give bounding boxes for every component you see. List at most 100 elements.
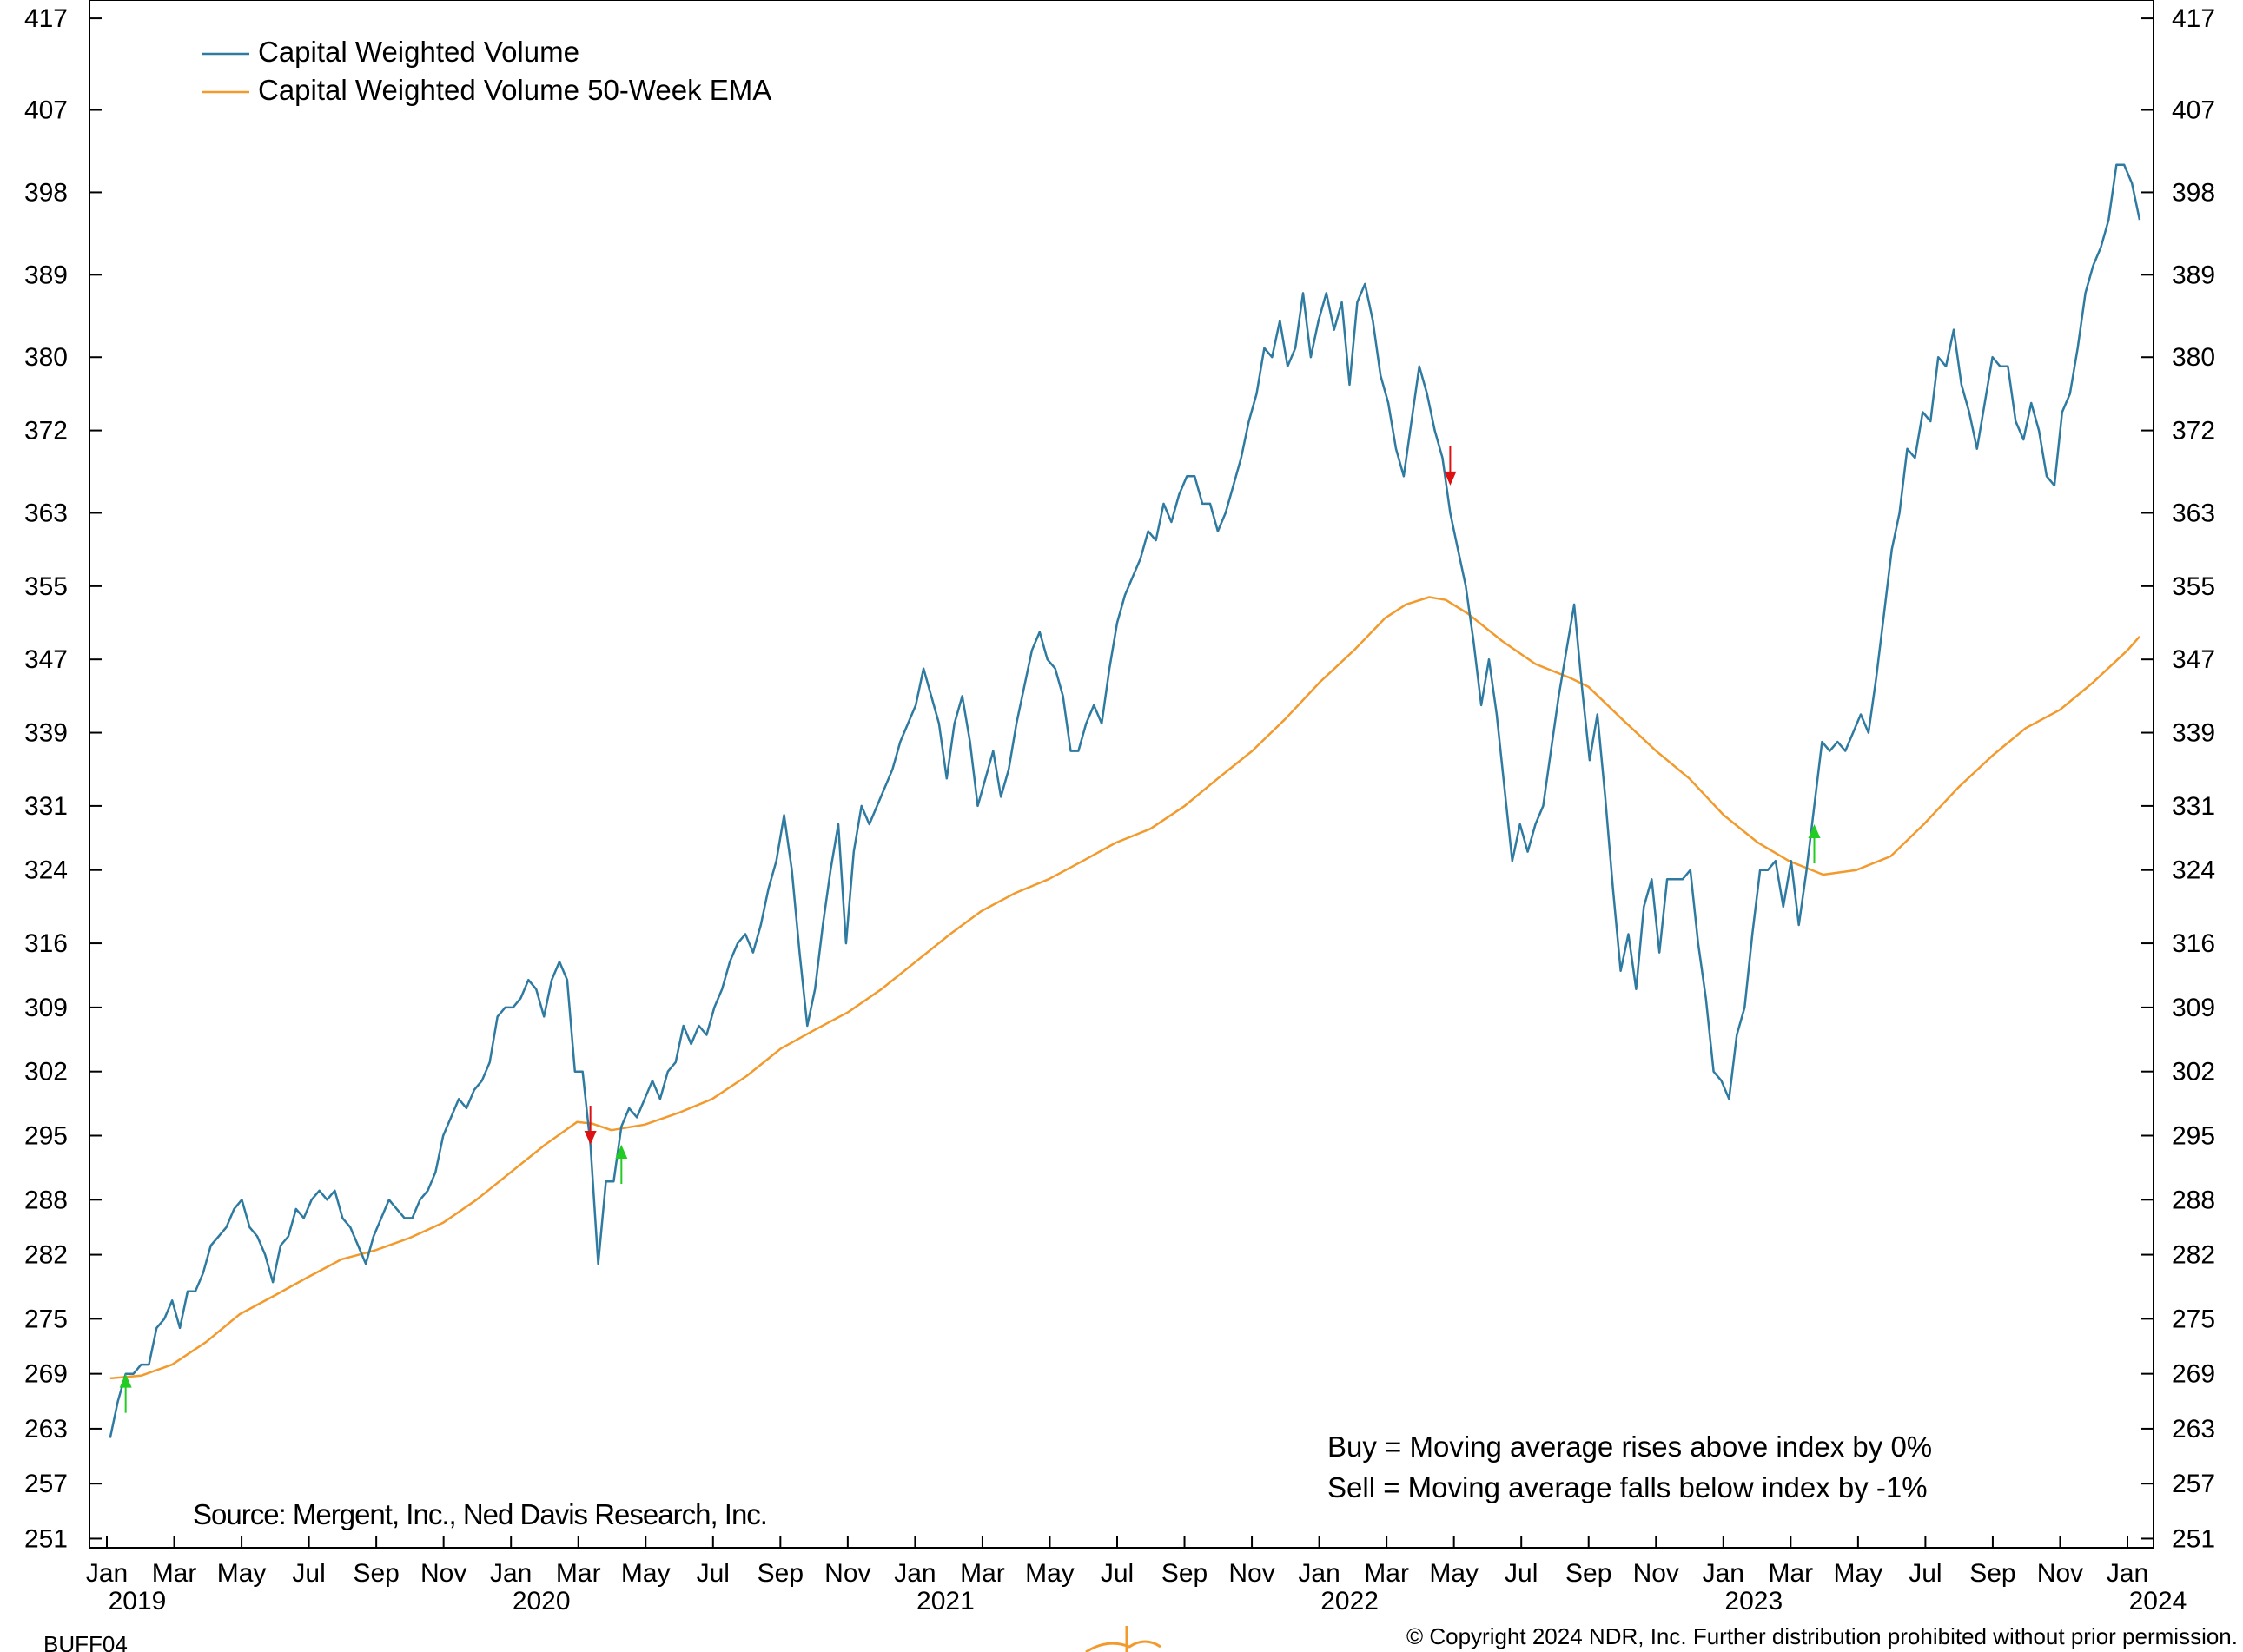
x-tick-label: May xyxy=(1429,1559,1479,1588)
y-tick-label-right: 407 xyxy=(2172,96,2215,125)
y-tick-label-left: 295 xyxy=(24,1122,68,1151)
y-tick-label-left: 309 xyxy=(24,994,68,1022)
y-tick-label-left: 282 xyxy=(24,1241,68,1270)
x-tick-label: May xyxy=(1834,1559,1883,1588)
x-year-label: 2023 xyxy=(1724,1587,1783,1616)
x-tick-label: Jul xyxy=(1505,1559,1538,1588)
y-axis-right: 417 407 398 389 380 372 363 355 347 339 331 324 316 3… xyxy=(2141,4,2215,1553)
y-tick-label-right: 372 xyxy=(2172,417,2215,446)
x-tick-label: Jul xyxy=(1909,1559,1942,1588)
x-tick-label: Sep xyxy=(1161,1559,1208,1588)
y-tick-label-left: 407 xyxy=(24,96,68,125)
y-tick-label-left: 302 xyxy=(24,1058,68,1087)
y-tick-label-right: 257 xyxy=(2172,1470,2215,1498)
y-tick-label-left: 398 xyxy=(24,178,68,207)
x-tick-label: Sep xyxy=(758,1559,804,1588)
x-tick-label: Nov xyxy=(2037,1559,2083,1588)
x-tick-label: Jan xyxy=(894,1559,936,1588)
y-tick-label-left: 269 xyxy=(24,1360,68,1389)
y-tick-label-left: 324 xyxy=(24,856,68,885)
x-year-label: 2021 xyxy=(916,1587,975,1616)
y-tick-label-right: 316 xyxy=(2172,929,2215,958)
x-axis: Jan Mar May Jul Sep Nov Jan Mar May Jul Sep Nov Jan M… xyxy=(86,1536,2187,1616)
series-layer xyxy=(109,163,2141,1438)
y-tick-label-right: 309 xyxy=(2172,994,2215,1022)
x-year-label: 2019 xyxy=(109,1587,167,1616)
signal-layer xyxy=(119,446,1821,1413)
x-tick-label: Jan xyxy=(1703,1559,1744,1588)
x-tick-label: Mar xyxy=(1364,1559,1409,1588)
y-tick-label-left: 380 xyxy=(24,343,68,372)
y-tick-label-right: 331 xyxy=(2172,792,2215,821)
x-tick-label: Mar xyxy=(152,1559,197,1588)
x-tick-label: Nov xyxy=(1228,1559,1274,1588)
y-tick-label-right: 347 xyxy=(2172,645,2215,674)
y-tick-label-left: 347 xyxy=(24,645,68,674)
x-tick-label: Jan xyxy=(86,1559,128,1588)
y-tick-label-right: 295 xyxy=(2172,1122,2215,1151)
y-tick-label-right: 269 xyxy=(2172,1360,2215,1389)
x-year-label: 2020 xyxy=(513,1587,571,1616)
buy-signal-arrow xyxy=(1808,823,1821,838)
y-tick-label-right: 355 xyxy=(2172,572,2215,601)
y-tick-label-left: 355 xyxy=(24,572,68,601)
x-tick-label: Mar xyxy=(1768,1559,1813,1588)
x-tick-label: Jan xyxy=(2107,1559,2148,1588)
y-tick-label-left: 251 xyxy=(24,1524,68,1553)
y-tick-label-left: 339 xyxy=(24,719,68,748)
x-tick-label: May xyxy=(621,1559,671,1588)
chart-code: BUFF04 xyxy=(43,1631,128,1652)
y-tick-label-right: 302 xyxy=(2172,1058,2215,1087)
x-tick-label: Nov xyxy=(1633,1559,1679,1588)
y-tick-label-left: 417 xyxy=(24,4,68,33)
y-tick-label-right: 324 xyxy=(2172,856,2215,885)
buy-rule-note: Buy = Moving average rises above index b… xyxy=(1327,1431,1932,1463)
buy-signal-arrow xyxy=(119,1373,132,1388)
y-tick-label-right: 251 xyxy=(2172,1524,2215,1553)
x-tick-label: May xyxy=(217,1559,267,1588)
y-tick-label-right: 339 xyxy=(2172,719,2215,748)
x-tick-label: Jul xyxy=(292,1559,325,1588)
sell-signal-arrow xyxy=(1444,471,1457,486)
x-tick-label: Mar xyxy=(556,1559,601,1588)
y-tick-label-right: 398 xyxy=(2172,178,2215,207)
x-tick-label: Nov xyxy=(420,1559,466,1588)
x-tick-label: Nov xyxy=(824,1559,870,1588)
y-tick-label-left: 257 xyxy=(24,1470,68,1498)
legend-label-ema: Capital Weighted Volume 50-Week EMA xyxy=(258,74,771,106)
x-tick-label: Sep xyxy=(353,1559,399,1588)
series-line-volume xyxy=(109,163,2141,1438)
y-axis-left: 417 407 398 389 380 372 363 355 347 339 331 324 316 3… xyxy=(24,4,102,1553)
y-tick-label-left: 316 xyxy=(24,929,68,958)
y-tick-label-right: 363 xyxy=(2172,499,2215,527)
y-tick-label-left: 363 xyxy=(24,499,68,527)
source-note: Source: Mergent, Inc., Ned Davis Researc… xyxy=(193,1498,767,1530)
y-tick-label-right: 417 xyxy=(2172,4,2215,33)
x-tick-label: Jul xyxy=(697,1559,730,1588)
series-line-ema xyxy=(109,596,2140,1380)
y-tick-label-right: 263 xyxy=(2172,1415,2215,1444)
y-tick-label-left: 263 xyxy=(24,1415,68,1444)
copyright-notice: © Copyright 2024 NDR, Inc. Further distr… xyxy=(1406,1623,2238,1649)
y-tick-label-left: 275 xyxy=(24,1305,68,1333)
buy-signal-arrow xyxy=(615,1145,628,1160)
legend: Capital Weighted Volume Capital Weighted… xyxy=(202,36,771,106)
x-year-label: 2022 xyxy=(1320,1587,1379,1616)
x-year-label: 2024 xyxy=(2129,1587,2187,1616)
plot-frame xyxy=(89,0,2154,1549)
x-tick-label: Jan xyxy=(490,1559,532,1588)
y-tick-label-right: 380 xyxy=(2172,343,2215,372)
y-tick-label-right: 275 xyxy=(2172,1305,2215,1333)
x-tick-label: Mar xyxy=(960,1559,1005,1588)
x-tick-label: Sep xyxy=(1565,1559,1611,1588)
x-tick-label: May xyxy=(1025,1559,1075,1588)
y-tick-label-left: 331 xyxy=(24,792,68,821)
y-tick-label-left: 288 xyxy=(24,1186,68,1214)
x-tick-label: Sep xyxy=(1969,1559,2015,1588)
x-tick-label: Jan xyxy=(1298,1559,1340,1588)
ndr-logo-fragment xyxy=(1085,1626,1161,1652)
y-tick-label-right: 389 xyxy=(2172,261,2215,289)
sell-rule-note: Sell = Moving average falls below index … xyxy=(1327,1471,1928,1503)
y-tick-label-right: 282 xyxy=(2172,1241,2215,1270)
